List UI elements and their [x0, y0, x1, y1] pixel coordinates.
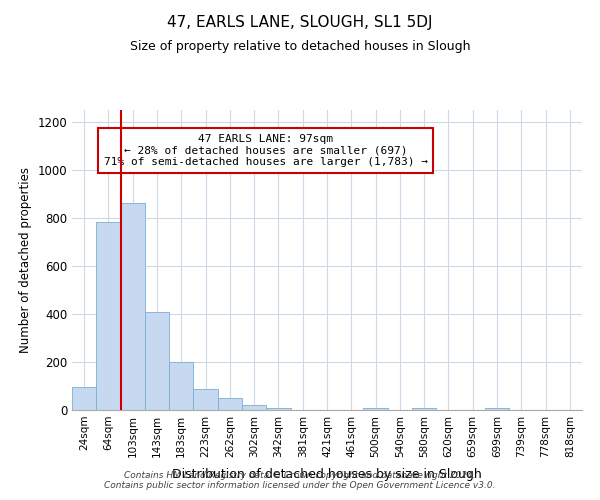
Bar — [193, 389, 218, 410]
X-axis label: Distribution of detached houses by size in Slough: Distribution of detached houses by size … — [172, 468, 482, 481]
Bar — [121, 203, 145, 410]
Y-axis label: Number of detached properties: Number of detached properties — [19, 167, 32, 353]
Text: Contains HM Land Registry data © Crown copyright and database right 2024.
Contai: Contains HM Land Registry data © Crown c… — [104, 470, 496, 490]
Bar — [96, 222, 121, 410]
Bar — [72, 387, 96, 410]
Text: Size of property relative to detached houses in Slough: Size of property relative to detached ho… — [130, 40, 470, 53]
Text: 47 EARLS LANE: 97sqm
← 28% of detached houses are smaller (697)
71% of semi-deta: 47 EARLS LANE: 97sqm ← 28% of detached h… — [104, 134, 428, 167]
Bar — [145, 312, 169, 410]
Bar — [242, 404, 266, 410]
Bar — [266, 408, 290, 410]
Text: 47, EARLS LANE, SLOUGH, SL1 5DJ: 47, EARLS LANE, SLOUGH, SL1 5DJ — [167, 15, 433, 30]
Bar — [485, 408, 509, 410]
Bar — [218, 398, 242, 410]
Bar — [412, 408, 436, 410]
Bar — [364, 408, 388, 410]
Bar — [169, 362, 193, 410]
